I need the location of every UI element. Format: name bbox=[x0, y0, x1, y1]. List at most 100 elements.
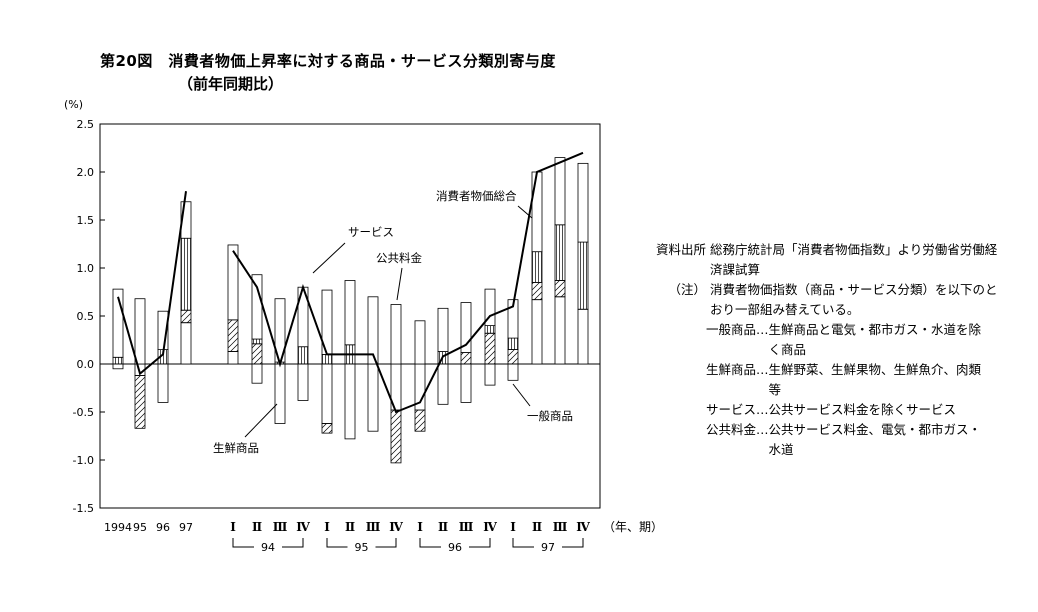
bar-segment bbox=[157, 363, 169, 403]
year-bracket bbox=[419, 538, 491, 548]
bar-segment bbox=[321, 353, 333, 365]
year-bracket bbox=[232, 538, 304, 548]
def-row: サービス… 公共サービス料金を除くサービス bbox=[636, 400, 1000, 420]
x-tick-label: Ⅲ bbox=[273, 520, 288, 534]
x-tick-label: Ⅰ bbox=[324, 520, 330, 534]
bar-segment bbox=[180, 237, 192, 311]
bar-segment bbox=[437, 363, 449, 405]
x-tick-label: 1994 bbox=[104, 521, 132, 534]
figure-subtitle: （前年同期比） bbox=[178, 75, 284, 93]
y-tick-label: 2.5 bbox=[77, 118, 95, 131]
bar-segment bbox=[507, 363, 519, 381]
bar-segment bbox=[484, 363, 496, 386]
bar-segment bbox=[484, 325, 496, 334]
def-value: 生鮮商品と電気・都市ガス・水道を除く商品 bbox=[768, 322, 982, 357]
note-row: （注） 消費者物価指数（商品・サービス分類）を以下のとおり一部組み替えている。 bbox=[636, 280, 1000, 320]
bar-segment bbox=[554, 296, 566, 365]
bar-segment bbox=[577, 308, 589, 365]
def-value: 公共サービス料金を除くサービス bbox=[768, 402, 957, 417]
annotation-leader bbox=[396, 267, 403, 301]
x-tick-label: Ⅱ bbox=[252, 520, 262, 534]
note-key: （注） bbox=[668, 282, 706, 297]
bar-segment bbox=[507, 337, 519, 350]
annotation-leader bbox=[244, 403, 278, 438]
def-value: 公共サービス料金、電気・都市ガス・水道 bbox=[768, 422, 982, 457]
bar-segment bbox=[460, 352, 472, 365]
bar-segment bbox=[484, 288, 496, 326]
source-text: 総務庁統計局「消費者物価指数」より労働省労働経済課試算 bbox=[710, 242, 998, 277]
bar-segment bbox=[251, 363, 263, 384]
bar-segment bbox=[180, 322, 192, 365]
figure-title: 第20図 消費者物価上昇率に対する商品・サービス分類別寄与度 bbox=[100, 52, 556, 70]
year-group-label: 95 bbox=[355, 541, 369, 554]
bar-segment bbox=[554, 280, 566, 298]
bar-segment bbox=[134, 298, 146, 365]
x-tick-label: Ⅳ bbox=[483, 520, 497, 534]
notes-panel: 資料出所 総務庁統計局「消費者物価指数」より労働省労働経済課試算 （注） 消費者… bbox=[636, 240, 1000, 460]
year-group-label: 97 bbox=[541, 541, 555, 554]
x-tick-label: Ⅳ bbox=[389, 520, 403, 534]
bar-segment bbox=[554, 224, 566, 281]
bar-segment bbox=[367, 296, 379, 365]
source-row: 資料出所 総務庁統計局「消費者物価指数」より労働省労働経済課試算 bbox=[636, 240, 1000, 280]
x-tick-label: Ⅳ bbox=[296, 520, 310, 534]
year-group-label: 96 bbox=[448, 541, 462, 554]
def-row: 公共料金… 公共サービス料金、電気・都市ガス・水道 bbox=[636, 420, 1000, 460]
x-tick-label: 95 bbox=[133, 521, 147, 534]
def-key: 一般商品… bbox=[706, 322, 769, 337]
bar-segment bbox=[321, 363, 333, 424]
x-tick-label: Ⅱ bbox=[345, 520, 355, 534]
bar-segment bbox=[390, 304, 402, 365]
bar-segment bbox=[577, 162, 589, 243]
total-line-quarterly bbox=[232, 151, 584, 414]
annotation-leader bbox=[312, 242, 346, 274]
note-text: 消費者物価指数（商品・サービス分類）を以下のとおり一部組み替えている。 bbox=[710, 282, 998, 317]
y-tick-label: 1.0 bbox=[77, 262, 95, 275]
total-line-annual bbox=[117, 191, 187, 376]
y-tick-label: -1.5 bbox=[73, 502, 94, 515]
source-key: 資料出所 bbox=[655, 242, 706, 257]
annotation-label: 一般商品 bbox=[527, 409, 573, 423]
def-value: 生鮮野菜、生鮮果物、生鮮魚介、肉類等 bbox=[768, 362, 982, 397]
x-tick-label: Ⅲ bbox=[553, 520, 568, 534]
bar-segment bbox=[344, 363, 356, 440]
y-tick-label: 0.5 bbox=[77, 310, 95, 323]
bar-segment bbox=[390, 409, 402, 464]
bar-segment bbox=[531, 299, 543, 365]
bar-segment bbox=[367, 363, 379, 432]
bar-segment bbox=[251, 343, 263, 365]
bar-segment bbox=[414, 409, 426, 432]
x-tick-label: 96 bbox=[156, 521, 170, 534]
x-tick-label: Ⅲ bbox=[366, 520, 381, 534]
bar-segment bbox=[251, 274, 263, 340]
bar-segment bbox=[134, 375, 146, 429]
bar-segment bbox=[507, 299, 519, 339]
def-key: サービス… bbox=[706, 402, 769, 417]
x-tick-label: Ⅰ bbox=[510, 520, 516, 534]
y-tick-label: -1.0 bbox=[73, 454, 94, 467]
def-key: 公共料金… bbox=[706, 422, 769, 437]
bar-segment bbox=[484, 332, 496, 365]
annotation-label: サービス bbox=[348, 225, 394, 239]
bar-segment bbox=[274, 363, 286, 424]
year-group-label: 94 bbox=[261, 541, 275, 554]
x-tick-label: 97 bbox=[179, 521, 193, 534]
bar-segment bbox=[460, 302, 472, 353]
y-tick-label: 0.0 bbox=[77, 358, 95, 371]
y-tick-label: -0.5 bbox=[73, 406, 94, 419]
bar-segment bbox=[531, 281, 543, 301]
x-tick-label: Ⅰ bbox=[417, 520, 423, 534]
def-row: 一般商品… 生鮮商品と電気・都市ガス・水道を除く商品 bbox=[636, 320, 1000, 360]
def-key: 生鮮商品… bbox=[706, 362, 769, 377]
bar-segment bbox=[180, 309, 192, 324]
bar-segment bbox=[507, 349, 519, 365]
bar-segment bbox=[344, 280, 356, 346]
bar-segment bbox=[112, 356, 124, 365]
annotation-leader bbox=[512, 383, 531, 407]
bar-segment bbox=[112, 288, 124, 358]
x-tick-label: Ⅰ bbox=[230, 520, 236, 534]
x-tick-label: Ⅱ bbox=[438, 520, 448, 534]
year-bracket bbox=[512, 538, 584, 548]
bar-segment bbox=[414, 320, 426, 365]
